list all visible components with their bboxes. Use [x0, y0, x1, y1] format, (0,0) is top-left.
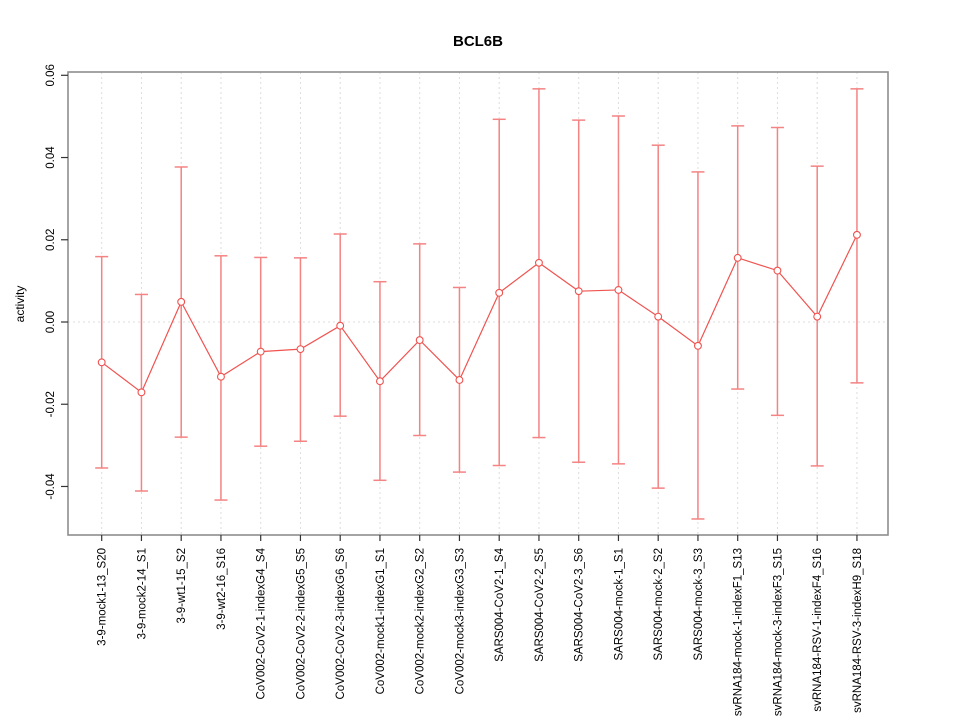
x-tick-label: svRNA184-mock-3-indexF3_S15: [772, 548, 784, 716]
data-point-marker: [495, 288, 504, 297]
data-point-marker: [654, 312, 663, 321]
data-point-marker: [137, 388, 146, 397]
x-tick-label: svRNA184-mock-1-indexF1_S13: [733, 548, 745, 716]
series-line: [101, 234, 858, 394]
x-tick-label: SARS004-mock-2_S2: [653, 548, 665, 661]
x-tick-label: CoV002-mock1-indexG1_S1: [375, 548, 387, 694]
y-tick-label: -0.04: [45, 473, 57, 500]
data-point-marker: [733, 253, 742, 262]
data-point-marker: [614, 285, 623, 294]
y-tick-label: 0.06: [45, 64, 57, 86]
x-tick-label: 3-9-wt2-16_S16: [216, 548, 228, 630]
data-point-marker: [415, 336, 424, 345]
x-tick-label: SARS004-CoV2-2_S5: [534, 548, 546, 662]
data-point-marker: [177, 297, 186, 306]
data-point-marker: [455, 376, 464, 384]
x-tick-label: SARS004-mock-1_S1: [613, 548, 625, 661]
y-tick-label: -0.02: [45, 391, 57, 417]
data-point-marker: [296, 345, 305, 354]
data-point-marker: [534, 258, 543, 267]
x-tick-label: SARS004-mock-3_S3: [693, 548, 705, 661]
x-tick-label: svRNA184-RSV-1-indexF4_S16: [812, 548, 824, 712]
x-tick-label: 3-9-mock2-14_S1: [136, 548, 148, 639]
x-tick-label: 3-9-wt1-15_S2: [176, 548, 188, 623]
x-tick-label: svRNA184-RSV-3-indexH9_S18: [852, 548, 864, 713]
data-point-marker: [773, 266, 782, 275]
data-point-marker: [693, 341, 702, 350]
y-tick-label: 0.04: [45, 146, 57, 169]
chart-title: BCL6B: [452, 33, 503, 50]
data-point-marker: [574, 287, 583, 296]
y-tick-label: 0.00: [45, 311, 57, 333]
x-tick-label: CoV002-CoV2-3-indexG6_S6: [335, 548, 347, 700]
data-point-marker: [336, 321, 345, 330]
data-point-marker: [97, 358, 106, 367]
y-tick-label: 0.02: [45, 229, 57, 251]
plot-border: [67, 71, 889, 536]
x-tick-label: CoV002-CoV2-1-indexG4_S4: [256, 547, 268, 699]
x-tick-label: SARS004-CoV2-3_S6: [574, 548, 586, 662]
data-point-marker: [376, 377, 384, 386]
data-point-marker: [256, 347, 265, 356]
data-point-marker: [217, 372, 225, 381]
x-tick-label: CoV002-CoV2-2-indexG5_S5: [295, 548, 307, 700]
x-tick-label: CoV002-mock3-indexG3_S3: [454, 548, 466, 694]
data-point-marker: [852, 230, 861, 239]
x-tick-label: CoV002-mock2-indexG2_S2: [415, 548, 427, 694]
data-point-marker: [813, 312, 822, 321]
x-tick-label: 3-9-mock1-13_S20: [97, 548, 109, 646]
x-tick-label: SARS004-CoV2-1_S4: [494, 547, 506, 661]
